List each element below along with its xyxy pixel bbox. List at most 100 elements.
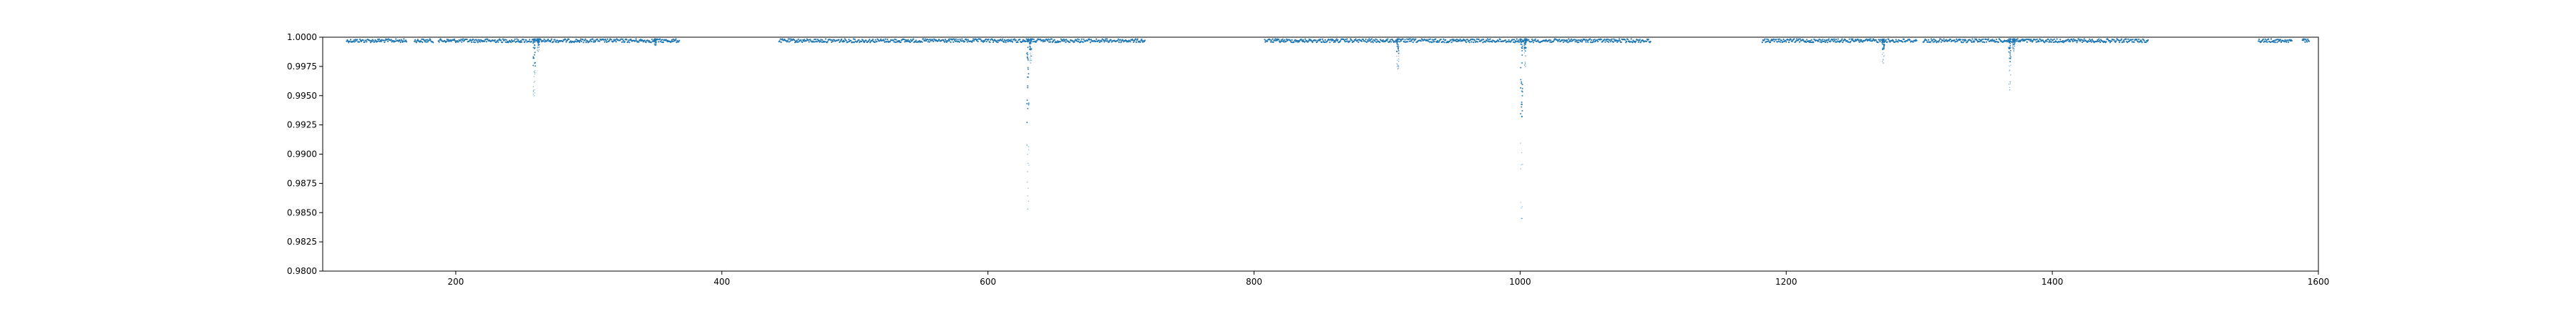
data-point <box>1604 38 1606 41</box>
data-point <box>1782 41 1784 43</box>
data-point <box>1574 39 1576 41</box>
data-point <box>377 38 379 41</box>
data-point <box>1578 41 1580 44</box>
data-point <box>1371 40 1374 42</box>
data-point <box>524 41 526 43</box>
data-point <box>1521 45 1523 47</box>
data-point <box>1568 41 1571 43</box>
data-point <box>780 41 782 44</box>
data-point <box>1382 39 1384 41</box>
data-point <box>1636 39 1639 41</box>
data-point <box>1370 39 1372 41</box>
data-point <box>1785 41 1787 43</box>
data-point <box>801 41 804 44</box>
data-point <box>1520 67 1522 69</box>
data-point <box>358 38 361 41</box>
data-point <box>532 64 535 67</box>
data-point <box>585 41 587 44</box>
data-point <box>674 39 676 41</box>
data-point <box>2022 40 2024 42</box>
data-point <box>1270 39 1272 41</box>
data-point <box>2025 38 2027 41</box>
data-point <box>2080 39 2083 41</box>
data-point <box>2098 38 2100 40</box>
data-point <box>1520 79 1522 81</box>
data-point <box>1883 62 1884 64</box>
data-point <box>2145 41 2147 44</box>
data-point <box>2009 81 2011 82</box>
data-point <box>426 39 429 41</box>
data-point <box>1903 38 1905 41</box>
data-point <box>468 40 470 43</box>
data-point <box>1387 38 1389 40</box>
data-point <box>908 40 911 42</box>
data-point <box>603 39 605 41</box>
data-point <box>2046 40 2048 43</box>
data-point <box>1028 38 1030 40</box>
data-point <box>643 39 646 41</box>
data-point <box>1521 46 1523 49</box>
data-point <box>1397 46 1400 48</box>
data-point <box>1405 41 1407 43</box>
data-point <box>1590 39 1592 41</box>
data-point <box>2059 39 2062 41</box>
data-point <box>869 39 871 41</box>
data-point <box>476 40 478 42</box>
data-point <box>360 40 363 43</box>
data-point <box>1483 39 1485 41</box>
data-point <box>1892 40 1895 42</box>
data-point <box>1346 38 1348 40</box>
data-point <box>1488 41 1491 43</box>
data-point <box>634 39 637 42</box>
data-point <box>402 40 404 42</box>
data-point <box>1875 39 1877 41</box>
data-point <box>1524 62 1526 64</box>
data-point <box>1476 41 1478 43</box>
data-point <box>2108 39 2111 42</box>
data-point <box>958 41 960 43</box>
data-point <box>2130 39 2132 41</box>
data-point <box>580 40 582 42</box>
data-point <box>2056 38 2058 40</box>
data-point <box>1521 44 1523 46</box>
data-point <box>947 40 949 42</box>
data-point <box>1017 41 1019 44</box>
data-point <box>2036 38 2038 40</box>
data-point <box>944 41 946 43</box>
data-point <box>1376 39 1378 41</box>
data-point <box>1884 40 1886 42</box>
data-point <box>613 40 615 42</box>
data-point <box>1275 39 1277 42</box>
data-point <box>1848 38 1850 40</box>
data-point <box>1780 39 1782 41</box>
data-point <box>462 38 464 40</box>
data-point <box>1455 40 1458 42</box>
data-point <box>1865 38 1868 40</box>
data-point <box>1396 56 1397 57</box>
data-point <box>1029 46 1031 48</box>
data-point <box>1523 64 1526 66</box>
data-point <box>1930 38 1933 40</box>
data-point <box>1079 41 1081 44</box>
data-point <box>575 40 577 42</box>
data-point <box>820 39 822 41</box>
data-point <box>1408 40 1411 42</box>
data-point <box>1455 38 1458 41</box>
data-point <box>1028 200 1029 202</box>
data-point <box>1802 39 1805 41</box>
data-point <box>1773 41 1775 43</box>
data-point <box>533 38 535 40</box>
data-point <box>1082 41 1084 44</box>
data-point <box>1096 38 1098 40</box>
data-point <box>1466 39 1469 41</box>
data-point <box>1779 41 1781 43</box>
data-point <box>1995 38 1998 41</box>
data-point <box>1019 39 1021 41</box>
data-point <box>1428 41 1431 43</box>
data-point <box>577 39 580 41</box>
data-point <box>533 44 535 46</box>
data-point <box>1841 38 1843 40</box>
data-point <box>1397 40 1400 42</box>
data-point <box>1397 47 1399 49</box>
data-point <box>1923 41 1925 43</box>
